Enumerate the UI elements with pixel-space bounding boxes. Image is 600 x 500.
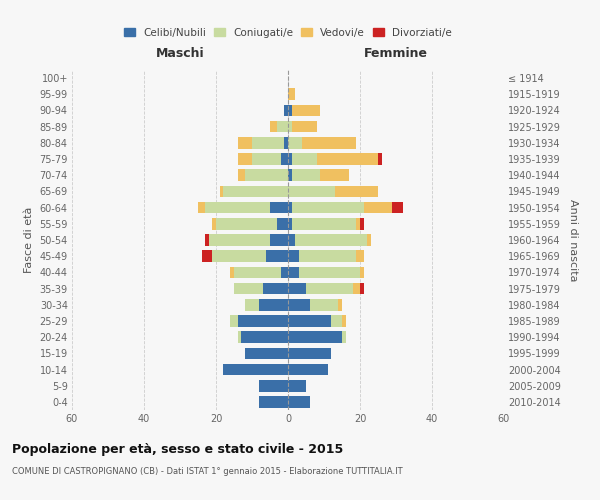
Bar [238, 170, 245, 181]
Bar [299, 266, 360, 278]
Y-axis label: Anni di nascita: Anni di nascita [568, 198, 578, 281]
Bar [241, 332, 288, 343]
Bar [284, 104, 288, 117]
Bar [338, 299, 342, 310]
Bar [288, 348, 331, 359]
Bar [299, 250, 356, 262]
Bar [310, 299, 338, 310]
Bar [342, 332, 346, 343]
Bar [259, 380, 288, 392]
Bar [295, 234, 367, 246]
Bar [277, 121, 288, 132]
Bar [288, 186, 335, 198]
Text: Maschi: Maschi [155, 48, 205, 60]
Bar [288, 299, 310, 310]
Bar [266, 250, 288, 262]
Bar [292, 121, 317, 132]
Bar [230, 315, 238, 327]
Bar [245, 348, 288, 359]
Bar [288, 282, 306, 294]
Bar [331, 315, 342, 327]
Bar [202, 250, 212, 262]
Bar [302, 137, 356, 148]
Bar [353, 282, 360, 294]
Bar [288, 266, 299, 278]
Bar [216, 218, 277, 230]
Bar [320, 170, 349, 181]
Bar [288, 315, 331, 327]
Bar [288, 332, 342, 343]
Bar [234, 282, 263, 294]
Bar [281, 153, 288, 165]
Bar [234, 266, 281, 278]
Text: Femmine: Femmine [364, 48, 428, 60]
Y-axis label: Fasce di età: Fasce di età [24, 207, 34, 273]
Bar [367, 234, 371, 246]
Bar [198, 202, 205, 213]
Bar [288, 153, 292, 165]
Bar [230, 266, 234, 278]
Bar [288, 218, 292, 230]
Bar [209, 234, 270, 246]
Bar [238, 332, 241, 343]
Bar [220, 186, 223, 198]
Bar [288, 170, 292, 181]
Bar [360, 282, 364, 294]
Bar [306, 282, 353, 294]
Bar [378, 153, 382, 165]
Bar [317, 153, 378, 165]
Legend: Celibi/Nubili, Coniugati/e, Vedovi/e, Divorziati/e: Celibi/Nubili, Coniugati/e, Vedovi/e, Di… [124, 28, 452, 38]
Bar [292, 153, 317, 165]
Bar [212, 218, 216, 230]
Bar [277, 218, 288, 230]
Bar [245, 299, 259, 310]
Text: Popolazione per età, sesso e stato civile - 2015: Popolazione per età, sesso e stato civil… [12, 442, 343, 456]
Bar [252, 153, 281, 165]
Bar [288, 202, 292, 213]
Bar [238, 137, 252, 148]
Bar [288, 234, 295, 246]
Bar [335, 186, 378, 198]
Bar [238, 153, 252, 165]
Bar [342, 315, 346, 327]
Bar [263, 282, 288, 294]
Bar [392, 202, 403, 213]
Bar [292, 218, 356, 230]
Bar [288, 380, 306, 392]
Bar [205, 234, 209, 246]
Bar [281, 266, 288, 278]
Bar [270, 234, 288, 246]
Bar [284, 137, 288, 148]
Bar [292, 104, 320, 117]
Bar [288, 121, 292, 132]
Bar [360, 266, 364, 278]
Bar [288, 88, 295, 100]
Bar [205, 202, 270, 213]
Bar [288, 250, 299, 262]
Bar [259, 396, 288, 407]
Bar [288, 364, 328, 376]
Bar [212, 250, 266, 262]
Bar [364, 202, 392, 213]
Bar [270, 121, 277, 132]
Bar [356, 250, 364, 262]
Bar [288, 104, 292, 117]
Bar [292, 170, 320, 181]
Bar [238, 315, 288, 327]
Bar [360, 218, 364, 230]
Bar [259, 299, 288, 310]
Bar [288, 137, 302, 148]
Bar [223, 186, 288, 198]
Bar [223, 364, 288, 376]
Bar [288, 396, 310, 407]
Bar [252, 137, 284, 148]
Bar [270, 202, 288, 213]
Bar [245, 170, 288, 181]
Text: COMUNE DI CASTROPIGNANO (CB) - Dati ISTAT 1° gennaio 2015 - Elaborazione TUTTITA: COMUNE DI CASTROPIGNANO (CB) - Dati ISTA… [12, 468, 403, 476]
Bar [292, 202, 364, 213]
Bar [356, 218, 360, 230]
